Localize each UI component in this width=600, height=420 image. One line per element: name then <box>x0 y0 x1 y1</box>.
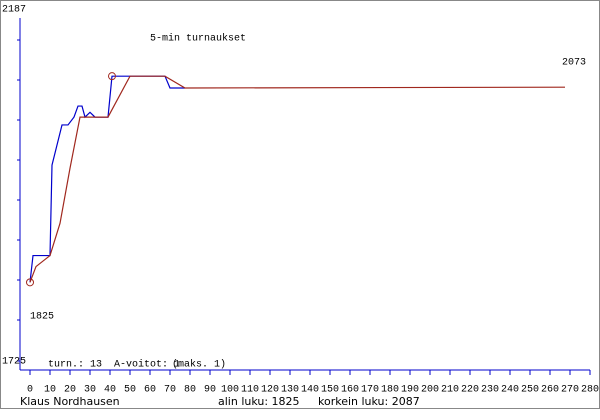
x-tick-label: 260 <box>541 385 559 396</box>
x-tick-label: 30 <box>84 385 96 396</box>
line <box>29 75 566 283</box>
y-tick-label: 2187 <box>2 5 26 16</box>
x-tick-label: 80 <box>184 385 196 396</box>
last-label: 2073 <box>562 58 586 69</box>
stat: turn.: 13 <box>48 360 102 371</box>
x-tick-label: 240 <box>501 385 519 396</box>
frame <box>0 0 600 409</box>
x-tick-label: 270 <box>561 385 579 396</box>
y-minor-ticks <box>17 39 20 321</box>
x-tick-label: 50 <box>124 385 136 396</box>
x-tick-label: 220 <box>461 385 479 396</box>
y-tick-label: 1725 <box>2 357 26 368</box>
x-tick-label: 250 <box>521 385 539 396</box>
x-tick-label: 90 <box>204 385 216 396</box>
marker <box>108 72 116 81</box>
x-tick-label: 140 <box>301 385 319 396</box>
x-tick-label: 20 <box>64 385 76 396</box>
x-tick-label: 180 <box>381 385 399 396</box>
x-tick-label: 120 <box>261 385 279 396</box>
x-tick-label: 150 <box>321 385 339 396</box>
x-tick-label: 0 <box>27 385 33 396</box>
marker <box>26 278 34 287</box>
player: Klaus Nordhausen <box>20 395 120 408</box>
min-label: 1825 <box>30 312 54 323</box>
x-tick-label: 10 <box>44 385 56 396</box>
low: alin luku: 1825 <box>218 395 300 408</box>
x-tick-label: 190 <box>401 385 419 396</box>
line <box>29 75 185 283</box>
x-tick-label: 100 <box>221 385 239 396</box>
x-tick-label: 160 <box>341 385 359 396</box>
stat: A-voitot: 1 <box>114 359 180 371</box>
stat: (maks. 1) <box>172 359 226 371</box>
x-tick-label: 40 <box>104 385 116 396</box>
x-tick-label: 70 <box>164 385 176 396</box>
x-tick-label: 200 <box>421 385 439 396</box>
x-tick-label: 230 <box>481 385 499 396</box>
chart-title: 5-min turnaukset <box>150 33 246 45</box>
x-tick-label: 170 <box>361 385 379 396</box>
high: korkein luku: 2087 <box>318 395 420 408</box>
x-tick-label: 60 <box>144 385 156 396</box>
x-tick-label: 280 <box>581 385 599 396</box>
x-tick-label: 210 <box>441 385 459 396</box>
x-tick-label: 130 <box>281 385 299 396</box>
x-tick-label: 110 <box>241 385 259 396</box>
